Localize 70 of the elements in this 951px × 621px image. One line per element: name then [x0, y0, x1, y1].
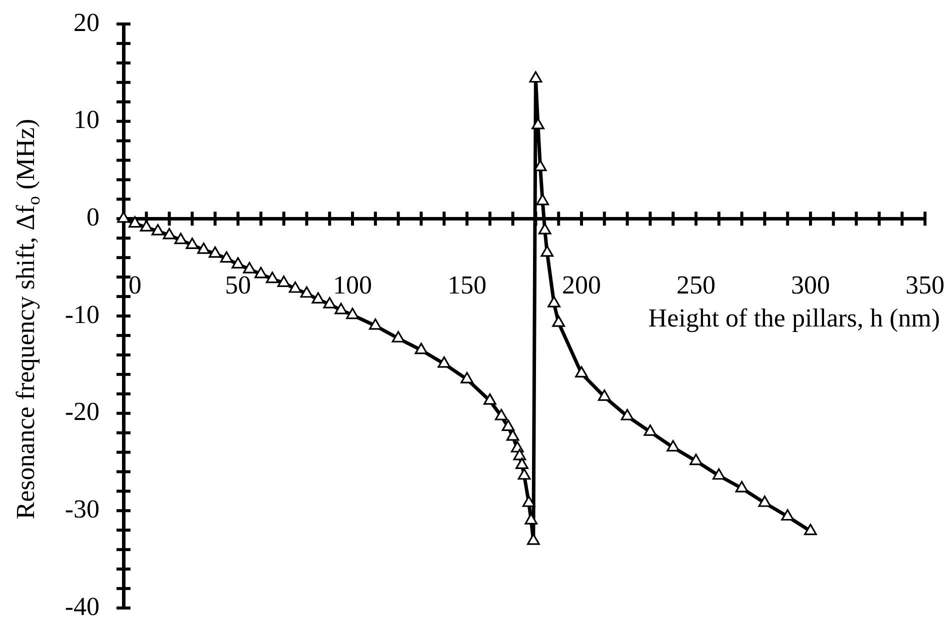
point	[552, 316, 566, 327]
x-tick-label: 200	[562, 270, 601, 300]
point	[368, 318, 382, 330]
point	[460, 372, 474, 384]
x-tick-label: 50	[225, 270, 251, 300]
y-axis-title: Resonance frequency shift, Δfo (MHz)	[10, 118, 44, 520]
y-tick-label: -40	[64, 592, 100, 621]
x-tick-label: 150	[448, 270, 486, 300]
x-axis-title: Height of the pillars, h (nm)	[648, 303, 940, 332]
point	[288, 281, 302, 293]
point	[575, 366, 588, 378]
x-tick-label: 0	[128, 270, 142, 300]
point	[266, 272, 279, 284]
point	[243, 262, 256, 274]
point	[620, 408, 634, 420]
point	[392, 331, 405, 342]
point	[534, 160, 547, 172]
point	[526, 534, 540, 545]
y-tick-label: 20	[74, 8, 100, 37]
point	[532, 118, 544, 130]
point	[140, 220, 153, 232]
x-tick-label: 350	[906, 270, 944, 300]
point	[690, 454, 702, 466]
point	[254, 266, 268, 278]
point	[540, 245, 554, 257]
point	[758, 496, 772, 507]
point	[735, 480, 748, 492]
point	[666, 440, 680, 452]
point	[502, 420, 515, 432]
point	[300, 286, 314, 298]
y-tick-label: 10	[74, 105, 100, 134]
point	[548, 296, 560, 308]
point	[323, 297, 336, 308]
point	[220, 251, 233, 263]
x-tick-label: 100	[333, 270, 372, 300]
point	[346, 308, 359, 320]
point	[518, 468, 531, 480]
point	[536, 194, 549, 206]
point	[186, 238, 199, 249]
point	[197, 242, 210, 254]
point	[712, 468, 726, 480]
point	[804, 524, 817, 536]
point	[483, 393, 496, 405]
x-tick-label: 300	[791, 270, 830, 300]
point	[529, 71, 542, 83]
point	[414, 342, 428, 354]
point	[598, 389, 611, 401]
point	[162, 228, 176, 240]
point	[128, 216, 142, 228]
x-tick-label: 250	[676, 270, 716, 300]
point	[334, 302, 348, 314]
point	[277, 276, 290, 287]
y-tick-label: 0	[86, 202, 100, 232]
point	[516, 458, 528, 469]
point	[781, 509, 794, 521]
y-tick-label: -20	[64, 397, 100, 426]
point	[513, 448, 526, 460]
point	[522, 496, 536, 507]
point	[506, 429, 520, 441]
point	[644, 424, 657, 436]
point	[232, 257, 244, 268]
point	[208, 246, 222, 258]
point	[151, 224, 164, 236]
point	[494, 408, 508, 420]
y-tick-label: -30	[64, 494, 100, 524]
y-tick-label: -10	[64, 300, 100, 329]
point	[174, 232, 188, 244]
point	[538, 223, 552, 234]
point	[312, 292, 325, 304]
point	[438, 356, 451, 368]
